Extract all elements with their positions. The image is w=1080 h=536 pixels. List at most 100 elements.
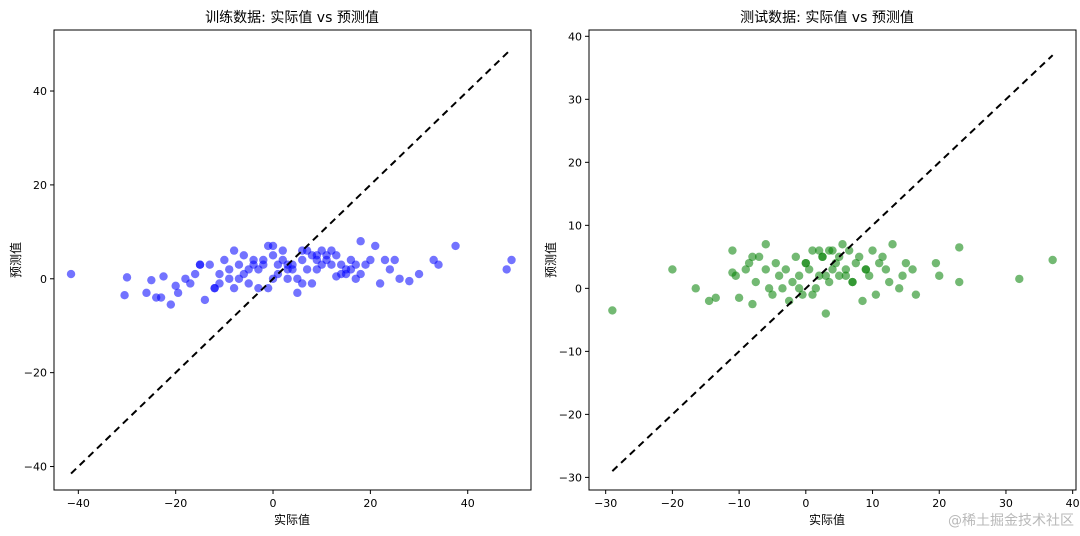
data-point (761, 265, 770, 274)
data-point (804, 265, 814, 274)
data-point (173, 288, 183, 298)
data-point (278, 246, 287, 255)
data-point (778, 284, 787, 293)
data-point (811, 284, 821, 293)
diagonal-line (70, 50, 510, 475)
data-point (120, 291, 129, 300)
data-point (818, 252, 827, 262)
data-point (225, 274, 234, 283)
data-point (838, 240, 847, 249)
data-point (824, 246, 834, 255)
data-point (821, 271, 831, 280)
data-point (911, 290, 921, 299)
data-point (711, 293, 720, 303)
y-tick-label: −20 (24, 367, 47, 380)
data-point (801, 258, 811, 268)
y-tick-label: 20 (568, 156, 582, 169)
data-point (371, 241, 380, 251)
data-point (507, 255, 516, 265)
data-point (734, 293, 744, 303)
data-point (159, 272, 168, 281)
data-point (366, 255, 375, 265)
data-point (259, 255, 268, 265)
data-point (156, 293, 166, 302)
data-point (864, 271, 874, 280)
scatter-points (66, 237, 516, 309)
data-point (788, 277, 797, 287)
data-point (841, 271, 851, 280)
data-point (390, 255, 399, 265)
y-tick-label: 10 (568, 219, 582, 232)
data-point (356, 269, 365, 279)
data-point (327, 260, 336, 269)
data-point (935, 271, 944, 280)
data-point (205, 260, 214, 269)
data-point (751, 277, 760, 287)
data-point (200, 295, 210, 305)
data-point (608, 306, 617, 315)
data-point (908, 265, 917, 274)
reference-line (611, 54, 1054, 472)
data-point (346, 265, 356, 274)
data-point (268, 251, 278, 260)
data-point (771, 258, 780, 268)
data-point (754, 252, 764, 262)
data-point (502, 265, 511, 274)
y-tick-label: 40 (33, 85, 47, 98)
data-point (668, 265, 677, 274)
data-point (744, 258, 754, 268)
chart-title: 测试数据: 实际值 vs 预测值 (740, 10, 914, 26)
y-tick-label: 30 (568, 93, 582, 106)
data-point (895, 284, 904, 293)
x-axis-label: 实际值 (809, 512, 845, 527)
data-point (794, 271, 804, 280)
y-ticks: −40 −20 0 20 40 (24, 85, 54, 474)
data-point (66, 269, 76, 279)
x-tick-label: 30 (999, 497, 1013, 510)
data-point (1048, 255, 1057, 265)
data-point (307, 279, 317, 288)
x-tick-label: −20 (164, 497, 187, 510)
data-point (955, 243, 964, 252)
scatter-points (608, 240, 1057, 318)
data-point (332, 251, 341, 260)
watermark: @稀土掘金技术社区 (948, 513, 1074, 529)
data-point (858, 296, 867, 306)
data-point (768, 290, 777, 299)
y-ticks: −30 −20 −10 0 10 20 30 40 (559, 30, 589, 484)
y-axis-label: 预测值 (8, 242, 23, 278)
data-point (395, 274, 404, 283)
y-tick-label: 40 (568, 30, 582, 43)
data-point (229, 283, 239, 293)
data-point (215, 269, 224, 279)
data-point (1015, 274, 1024, 284)
data-point (239, 251, 249, 260)
data-point (298, 279, 307, 288)
data-point (861, 265, 871, 274)
data-point (190, 269, 200, 279)
chart-title: 训练数据: 实际值 vs 预测值 (205, 10, 379, 26)
data-point (808, 246, 817, 255)
data-point (375, 279, 385, 288)
data-point (356, 237, 365, 246)
data-point (821, 309, 831, 318)
data-point (691, 284, 700, 293)
data-point (741, 265, 750, 274)
data-point (322, 251, 331, 260)
y-tick-label: −10 (559, 345, 582, 358)
data-point (748, 252, 757, 262)
data-point (451, 241, 460, 251)
data-point (748, 299, 757, 309)
data-point (147, 275, 156, 285)
data-point (871, 290, 881, 299)
data-point (874, 258, 884, 268)
data-point (764, 284, 774, 293)
data-point (283, 274, 292, 283)
data-point (244, 279, 253, 288)
data-point (414, 269, 424, 279)
data-point (798, 290, 807, 299)
data-point (234, 274, 244, 283)
data-point (244, 265, 253, 274)
data-point (814, 246, 824, 255)
data-point (834, 271, 844, 280)
